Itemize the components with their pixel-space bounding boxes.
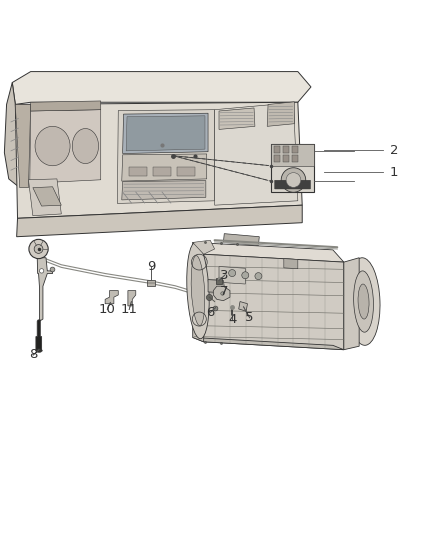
Polygon shape: [223, 233, 259, 246]
Polygon shape: [28, 179, 61, 216]
Text: 10: 10: [99, 303, 116, 316]
Polygon shape: [30, 110, 101, 183]
Polygon shape: [126, 116, 205, 151]
Polygon shape: [36, 320, 42, 351]
Circle shape: [281, 168, 306, 192]
Text: 7: 7: [220, 285, 229, 298]
Polygon shape: [123, 113, 208, 154]
Ellipse shape: [35, 126, 70, 166]
Text: 4: 4: [228, 313, 237, 326]
Bar: [274, 155, 280, 162]
Polygon shape: [213, 286, 230, 301]
Polygon shape: [193, 337, 344, 350]
Circle shape: [286, 173, 301, 188]
Polygon shape: [33, 187, 61, 206]
Bar: [153, 167, 171, 176]
FancyBboxPatch shape: [271, 144, 314, 192]
Bar: [283, 155, 289, 162]
Text: 6: 6: [206, 306, 215, 319]
Polygon shape: [37, 258, 53, 321]
Bar: [292, 155, 298, 162]
Polygon shape: [15, 104, 31, 188]
Polygon shape: [219, 108, 255, 130]
Polygon shape: [193, 243, 204, 342]
Bar: [129, 167, 147, 176]
Polygon shape: [31, 101, 101, 111]
Bar: [274, 146, 280, 152]
Polygon shape: [193, 243, 344, 262]
Polygon shape: [344, 258, 359, 350]
Ellipse shape: [72, 128, 99, 164]
Text: 5: 5: [245, 311, 254, 324]
Polygon shape: [284, 259, 298, 269]
Text: 9: 9: [147, 260, 155, 273]
Polygon shape: [219, 266, 245, 284]
Ellipse shape: [187, 243, 209, 338]
Polygon shape: [193, 240, 215, 254]
Polygon shape: [239, 302, 247, 311]
Circle shape: [29, 239, 48, 259]
Ellipse shape: [36, 349, 42, 352]
Polygon shape: [105, 290, 118, 304]
Bar: [177, 167, 195, 176]
Polygon shape: [267, 102, 294, 126]
Ellipse shape: [191, 256, 205, 326]
Bar: [283, 146, 289, 152]
Polygon shape: [122, 181, 206, 200]
FancyBboxPatch shape: [147, 280, 155, 286]
Polygon shape: [204, 254, 344, 350]
Text: 2: 2: [390, 144, 399, 157]
Polygon shape: [4, 83, 20, 188]
Polygon shape: [15, 102, 302, 219]
Ellipse shape: [347, 258, 380, 345]
Circle shape: [34, 245, 43, 253]
Text: 3: 3: [220, 269, 229, 282]
Circle shape: [229, 270, 236, 277]
Polygon shape: [122, 154, 207, 181]
Polygon shape: [117, 110, 215, 204]
Polygon shape: [215, 103, 298, 205]
Bar: [292, 146, 298, 152]
Circle shape: [255, 273, 262, 280]
Polygon shape: [208, 280, 225, 293]
Text: 11: 11: [121, 303, 138, 316]
Circle shape: [39, 269, 44, 273]
Circle shape: [242, 272, 249, 279]
FancyBboxPatch shape: [275, 180, 311, 189]
Polygon shape: [12, 71, 311, 104]
Polygon shape: [271, 144, 314, 166]
Ellipse shape: [353, 271, 374, 332]
Text: 8: 8: [29, 349, 38, 361]
Polygon shape: [128, 290, 136, 306]
Ellipse shape: [358, 284, 369, 319]
Text: 1: 1: [390, 166, 399, 179]
Polygon shape: [17, 205, 302, 237]
